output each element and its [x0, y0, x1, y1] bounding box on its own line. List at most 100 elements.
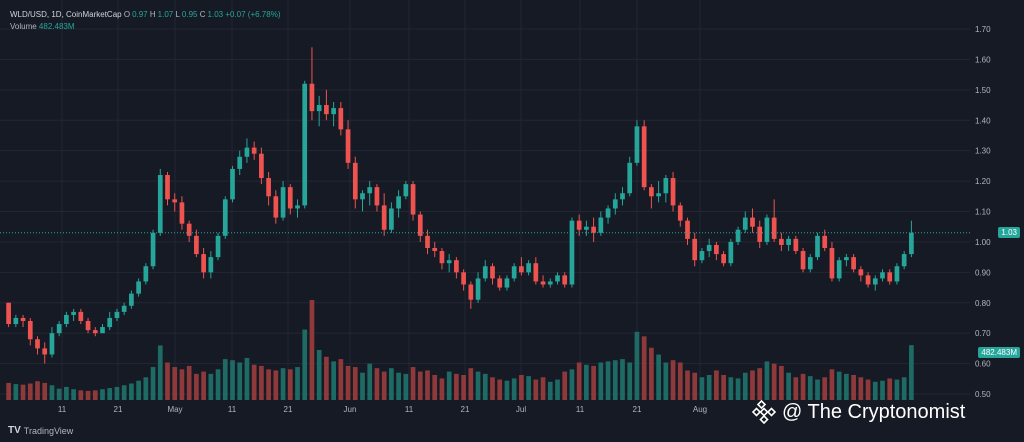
volume-bar	[417, 371, 423, 400]
last-volume-tag: 482.483M	[978, 347, 1020, 358]
candle	[649, 184, 654, 209]
candle	[757, 220, 763, 248]
y-tick-label: 1.10	[975, 208, 991, 217]
candle-body	[85, 321, 91, 331]
volume-bar	[56, 388, 62, 400]
low-value: 0.95	[181, 10, 198, 19]
change-value: +0.07 (+6.78%)	[225, 10, 281, 19]
candle-body	[641, 126, 647, 188]
volume-bar	[287, 369, 293, 400]
volume-bar	[793, 377, 799, 400]
candle	[894, 263, 900, 285]
volume-bar	[685, 370, 690, 400]
candle-body	[829, 248, 835, 279]
candle-body	[901, 254, 907, 267]
candle-body	[165, 175, 170, 200]
volume-bar	[742, 372, 748, 400]
candle-body	[280, 187, 286, 218]
candle-body	[194, 235, 199, 255]
volume-bar	[302, 329, 308, 400]
volume-label[interactable]: Volume	[10, 22, 37, 31]
x-tick-label: 21	[461, 405, 470, 414]
volume-bar	[454, 373, 459, 400]
volume-bar	[627, 362, 633, 400]
y-tick-label: 1.20	[975, 177, 991, 186]
candle	[13, 314, 19, 328]
volume-bar	[6, 382, 11, 400]
volume-bar	[764, 361, 770, 400]
x-tick-label: 21	[284, 405, 293, 414]
volume-bar	[844, 373, 849, 400]
open-label: O	[123, 10, 131, 19]
volume-bar	[92, 390, 98, 400]
candle-body	[121, 305, 127, 312]
volume-bar	[649, 347, 654, 400]
candle	[822, 229, 828, 252]
candle-body	[815, 235, 820, 258]
candle-body	[338, 108, 344, 130]
candle-body	[714, 244, 719, 255]
candle-body	[345, 129, 351, 163]
candle-body	[656, 193, 661, 197]
volume-bar	[699, 377, 705, 400]
volume-bar	[244, 357, 250, 400]
candle-body	[56, 324, 62, 334]
volume-bar	[107, 388, 113, 400]
candle	[742, 211, 748, 233]
candle-body	[360, 193, 365, 200]
volume-bar	[858, 377, 864, 400]
candle	[194, 229, 199, 258]
candle	[49, 327, 55, 358]
candle	[42, 342, 48, 364]
candle-body	[302, 83, 308, 206]
volume-bar	[663, 362, 669, 400]
volume-bar	[150, 367, 156, 400]
volume-bar	[461, 375, 466, 400]
volume-bar	[901, 377, 907, 400]
volume-bar	[677, 362, 683, 400]
volume-bar	[547, 381, 553, 400]
symbol-label[interactable]: WLD/USD, 1D, CoinMarketCap	[10, 10, 122, 19]
candle-body	[439, 251, 445, 264]
volume-bar	[771, 363, 777, 400]
volume-bar	[692, 372, 698, 400]
candle	[287, 184, 293, 215]
candle	[56, 321, 62, 337]
volume-bar	[735, 378, 741, 400]
candle-body	[475, 278, 481, 300]
candle	[35, 336, 40, 355]
candle-body	[800, 251, 806, 270]
volume-bar	[230, 360, 235, 400]
candle	[432, 241, 438, 258]
candle-body	[562, 275, 568, 285]
candle	[244, 138, 250, 163]
candle	[92, 327, 98, 337]
volume-bar	[620, 359, 625, 400]
volume-bar	[887, 378, 893, 400]
candle-body	[215, 235, 221, 258]
volume-bar	[49, 385, 55, 400]
candle	[107, 311, 113, 331]
candle-body	[663, 178, 669, 194]
volume-bar	[815, 379, 820, 400]
candle	[533, 257, 539, 285]
candle	[728, 238, 734, 267]
candle-body	[287, 187, 293, 209]
candle-body	[446, 260, 452, 264]
volume-bar	[721, 375, 726, 400]
volume-bar	[511, 378, 517, 400]
volume-bar	[670, 360, 676, 400]
volume-bar	[186, 365, 192, 400]
high-label: H	[149, 10, 156, 19]
candle	[598, 211, 604, 236]
volume-bar	[352, 367, 358, 400]
candle	[771, 199, 777, 242]
tradingview-logo[interactable]: TV TradingView	[8, 425, 73, 436]
x-tick-label: 11	[405, 405, 414, 414]
watermark-text: @ The Cryptonomist	[782, 400, 966, 423]
candle-body	[42, 348, 48, 355]
time-axis[interactable]: 11 21 May 11 21 Jun 11 21 Jul 11 21 Aug	[58, 405, 707, 414]
candle	[150, 229, 156, 270]
price-axis[interactable]: 1.70 1.60 1.50 1.40 1.30 1.20 1.10 1.00 0.90 0.80…	[975, 25, 991, 399]
